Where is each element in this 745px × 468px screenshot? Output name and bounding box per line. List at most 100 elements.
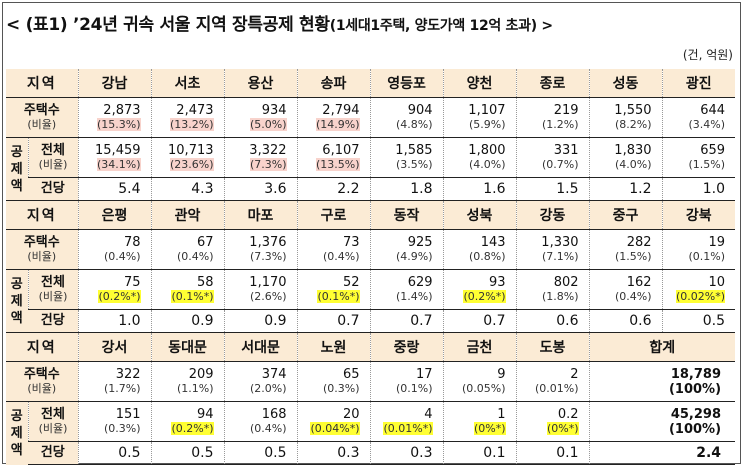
- cell-ratio: (13.2%): [152, 118, 214, 132]
- total-cell: 10 (0.02%*): [661, 269, 736, 310]
- houses-cell: 67 (0.4%): [150, 229, 225, 270]
- cell-ratio: (0.05%): [444, 382, 506, 396]
- cell-ratio-text: (0.1%*): [171, 290, 214, 303]
- cell-value: 2,794: [322, 103, 360, 118]
- deduction-label-char: 제: [10, 293, 23, 309]
- page-title: < (표1) ’24년 귀속 서울 지역 장특공제 현황(1세대1주택, 양도가…: [6, 6, 741, 44]
- cell-ratio: (3.4%): [663, 118, 725, 132]
- houses-cell: 19 (0.1%): [661, 229, 736, 270]
- houses-label: 주택수 (비율): [6, 361, 79, 402]
- cell-value: 904: [407, 103, 433, 118]
- cell-ratio: (0.04%*): [298, 422, 360, 436]
- region-name: 강서: [77, 332, 152, 362]
- cell-ratio: (1.5%): [590, 250, 652, 264]
- cell-ratio: (1.5%): [663, 158, 726, 172]
- ratio-label-text: (비율): [27, 117, 57, 131]
- cell-ratio-text: (5.9%): [468, 118, 506, 131]
- cell-value: 2,873: [103, 103, 141, 118]
- ratio-label-text: (비율): [38, 157, 68, 171]
- total-label: 전체 (비율): [27, 269, 79, 310]
- cell-value: 18,789: [670, 366, 722, 382]
- cell-ratio: (4.9%): [371, 250, 433, 264]
- region-name: 노원: [296, 332, 371, 362]
- cell-ratio: (0.2%*): [152, 422, 214, 436]
- region-name: 광진: [661, 69, 736, 98]
- cell-ratio: (5.9%): [444, 118, 506, 132]
- total-cell: 659 (1.5%): [661, 137, 736, 178]
- sum-per-case-cell: 2.4: [588, 441, 736, 465]
- cell-ratio-text: (1.2%): [541, 118, 579, 131]
- cell-ratio-text: (0.4%): [322, 250, 360, 263]
- cell-ratio: (7.1%): [517, 250, 579, 264]
- region-name: 금천: [442, 332, 517, 362]
- cell-value: 1,550: [614, 103, 652, 118]
- per-case-cell: 0.3: [369, 441, 444, 465]
- per-case-cell: 1.5: [515, 177, 590, 201]
- per-case-label: 건당: [28, 309, 79, 333]
- per-case-cell: 1.6: [442, 177, 517, 201]
- deduction-label-char: 제: [10, 425, 23, 441]
- cell-ratio: (0.4%): [298, 250, 360, 264]
- cell-ratio-text: (1.4%): [395, 290, 433, 303]
- region-name: 도봉: [515, 332, 590, 362]
- cell-ratio: (0.02%*): [663, 290, 726, 304]
- cell-value: 93: [488, 275, 506, 290]
- houses-label-text: 주택수: [23, 102, 60, 118]
- cell-ratio: (0.3%): [79, 422, 141, 436]
- houses-cell: 925 (4.9%): [369, 229, 444, 270]
- cell-ratio-text: (0.02%*): [675, 290, 726, 303]
- region-name: 강동: [515, 200, 590, 230]
- cell-ratio-text: (4.0%): [468, 158, 506, 171]
- total-cell: 1,830 (4.0%): [588, 137, 663, 178]
- cell-ratio: (14.9%): [298, 118, 360, 132]
- region-header: 지역: [6, 69, 79, 98]
- cell-value: 58: [196, 275, 214, 290]
- cell-ratio-text: (0%*): [546, 422, 579, 435]
- total-cell: 162 (0.4%): [588, 269, 663, 310]
- total-cell: 1,800 (4.0%): [442, 137, 517, 178]
- cell-ratio: (7.3%): [225, 158, 287, 172]
- cell-value: 151: [115, 407, 141, 422]
- region-name: 강북: [661, 200, 736, 230]
- total-label: 전체 (비율): [27, 137, 79, 178]
- cell-ratio: (2.0%): [225, 382, 287, 396]
- total-cell: 331 (0.7%): [515, 137, 590, 178]
- per-case-cell: 0.9: [150, 309, 225, 333]
- ratio-label-text: (비율): [38, 289, 68, 303]
- cell-value: 644: [700, 103, 726, 118]
- cell-value: 659: [700, 143, 726, 158]
- houses-cell: 9 (0.05%): [442, 361, 517, 402]
- cell-ratio: (0.1%): [371, 382, 433, 396]
- cell-ratio-text: (4.9%): [395, 250, 433, 263]
- cell-ratio-text: (15.3%): [96, 118, 141, 131]
- total-cell: 3,322 (7.3%): [223, 137, 298, 178]
- houses-cell: 644 (3.4%): [661, 97, 736, 138]
- region-name: 서대문: [223, 332, 298, 362]
- region-name: 성동: [588, 69, 663, 98]
- table-row: 건당 0.5 0.5 0.5 0.3 0.3 0.1 0.1 2.4: [6, 441, 736, 465]
- cell-ratio: (0%*): [517, 422, 579, 436]
- table-row: 공 제 액 전체 (비율) 15,459 (34.1%) 10,713 (23.6%) 3,322…: [6, 137, 736, 201]
- cell-value: 1,800: [468, 143, 506, 158]
- cell-ratio-text: (4.8%): [395, 118, 433, 131]
- cell-value: 209: [188, 367, 214, 382]
- houses-cell: 934 (5.0%): [223, 97, 298, 138]
- total-cell: 75 (0.2%*): [77, 269, 152, 310]
- cell-ratio-text: (0%*): [473, 422, 506, 435]
- cell-ratio-text: (0.7%): [541, 158, 579, 171]
- table-row: 건당 1.0 0.9 0.9 0.7 0.7 0.7 0.6 0.6 0.5: [6, 309, 736, 333]
- total-cell: 629 (1.4%): [369, 269, 444, 310]
- cell-ratio-text: (13.5%): [315, 158, 360, 171]
- cell-value: 19: [708, 235, 726, 250]
- cell-ratio-text: (1.5%): [688, 158, 726, 171]
- cell-ratio: (0.2%*): [79, 290, 141, 304]
- cell-value: 1,585: [395, 143, 433, 158]
- region-name: 강남: [77, 69, 152, 98]
- total-cell: 58 (0.1%*): [150, 269, 225, 310]
- houses-cell: 2,473 (13.2%): [150, 97, 225, 138]
- per-case-label: 건당: [28, 441, 79, 465]
- deduction-label-char: 액: [10, 178, 23, 194]
- cell-ratio: (0.4%): [225, 422, 287, 436]
- cell-value: 1,107: [468, 103, 506, 118]
